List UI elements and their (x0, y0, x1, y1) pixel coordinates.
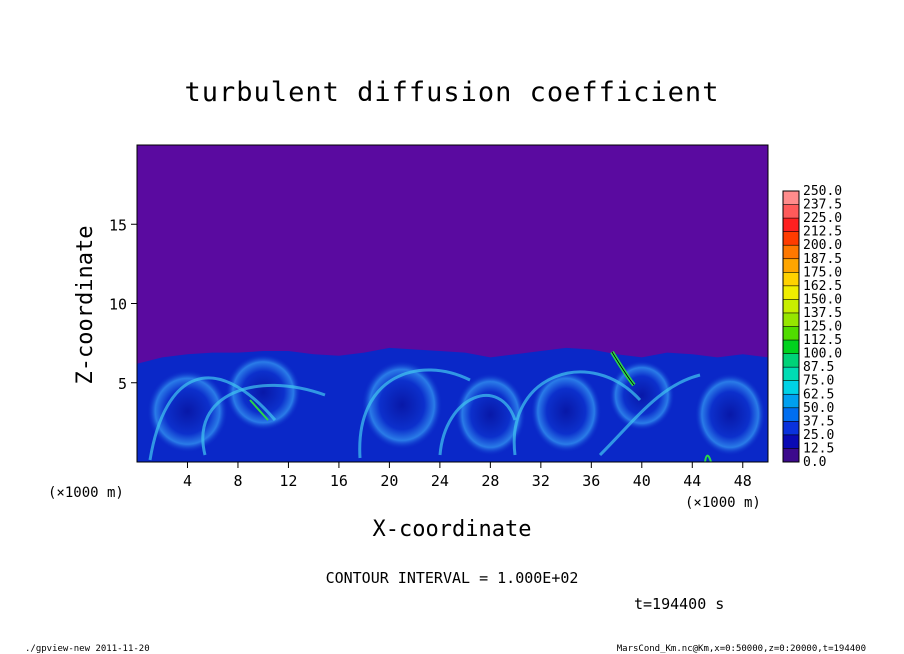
colorbar-label: 25.0 (803, 428, 834, 443)
colorbar-label: 37.5 (803, 414, 834, 429)
x-tick-label: 28 (481, 472, 499, 490)
x-tick-label: 48 (734, 472, 752, 490)
colorbar-label: 150.0 (803, 292, 842, 307)
x-tick-label: 12 (279, 472, 297, 490)
colorbar-label: 250.0 (803, 184, 842, 199)
colorbar-label: 225.0 (803, 211, 842, 226)
colorbar: 250.0237.5225.0212.5200.0187.5175.0162.5… (782, 184, 842, 470)
colorbar-label: 162.5 (803, 279, 842, 294)
colorbar-label: 87.5 (803, 360, 834, 375)
y-axis: 5 10 15 (109, 216, 137, 393)
eddy-cell (361, 360, 443, 450)
eddy-cell (530, 370, 602, 453)
colorbar-label: 175.0 (803, 265, 842, 280)
colorbar-label: 212.5 (803, 225, 842, 240)
colorbar-swatch (783, 299, 799, 314)
swirl-streak (201, 383, 326, 456)
colorbar-swatch (783, 285, 799, 300)
y-tick-label: 5 (118, 375, 127, 393)
x-axis-label: X-coordinate (373, 517, 532, 542)
colorbar-swatch (783, 245, 799, 260)
colorbar-swatch (783, 353, 799, 368)
x-tick-label: 44 (683, 472, 701, 490)
colorbar-label: 237.5 (803, 198, 842, 213)
x-tick-label: 32 (532, 472, 550, 490)
colorbar-swatch (783, 326, 799, 341)
eddy-cell (225, 354, 302, 431)
colorbar-label: 200.0 (803, 238, 842, 253)
colorbar-swatch (783, 204, 799, 219)
filament (249, 399, 269, 421)
colorbar-swatch (783, 218, 799, 233)
eddy-cell (455, 373, 526, 456)
colorbar-label: 75.0 (803, 374, 834, 389)
colorbar-swatch (783, 407, 799, 422)
x-tick-label: 40 (633, 472, 651, 490)
colorbar-swatch (783, 258, 799, 273)
colorbar-label: 62.5 (803, 387, 834, 402)
eddy-cell (694, 373, 766, 456)
contour-line (611, 351, 635, 386)
x-axis: 4 8 12 16 20 24 28 32 36 40 44 48 (183, 462, 752, 490)
footer-left: ./gpview-new 2011-11-20 (25, 644, 150, 654)
x-unit-label: (×1000 m) (685, 495, 761, 511)
colorbar-label: 137.5 (803, 306, 842, 321)
contour-interval: CONTOUR INTERVAL = 1.000E+02 (326, 569, 579, 587)
x-tick-label: 24 (431, 472, 449, 490)
colorbar-swatch (783, 380, 799, 395)
colorbar-swatch (783, 272, 799, 287)
x-tick-label: 16 (330, 472, 348, 490)
x-tick-label: 4 (183, 472, 192, 490)
chart-title: turbulent diffusion coefficient (185, 77, 720, 108)
colorbar-swatch (783, 340, 799, 355)
x-tick-label: 20 (380, 472, 398, 490)
colorbar-label: 100.0 (803, 347, 842, 362)
colorbar-swatch (783, 448, 799, 463)
swirl-streak (512, 370, 642, 456)
x-tick-label: 8 (233, 472, 242, 490)
y-axis-label: Z-coordinate (73, 226, 98, 385)
eddy-cell (147, 370, 228, 453)
swirl-streak (358, 368, 471, 459)
y-tick-label: 10 (109, 296, 127, 314)
colorbar-swatch (783, 421, 799, 436)
colorbar-swatch (783, 191, 799, 206)
filament (704, 454, 712, 462)
y-tick-label: 15 (109, 216, 127, 234)
colorbar-label: 50.0 (803, 401, 834, 416)
colorbar-label: 187.5 (803, 252, 842, 267)
colorbar-swatch (783, 312, 799, 327)
colorbar-swatch (783, 394, 799, 409)
colorbar-label: 112.5 (803, 333, 842, 348)
swirl-streak (598, 373, 701, 457)
swirl-streak (148, 376, 277, 461)
colorbar-swatch (783, 434, 799, 449)
colorbar-swatch (783, 231, 799, 246)
time-label: t=194400 s (634, 595, 724, 613)
eddy-cell (608, 360, 675, 431)
colorbar-label: 125.0 (803, 320, 842, 335)
colorbar-swatch (783, 367, 799, 382)
y-unit-label: (×1000 m) (48, 485, 124, 501)
swirl-streak (438, 394, 517, 456)
colorbar-label: 0.0 (803, 455, 826, 470)
field (137, 347, 768, 462)
colorbar-label: 12.5 (803, 441, 834, 456)
plot-area (136, 144, 769, 463)
footer-right: MarsCond_Km.nc@Km,x=0:50000,z=0:20000,t=… (617, 644, 866, 654)
x-tick-label: 36 (582, 472, 600, 490)
